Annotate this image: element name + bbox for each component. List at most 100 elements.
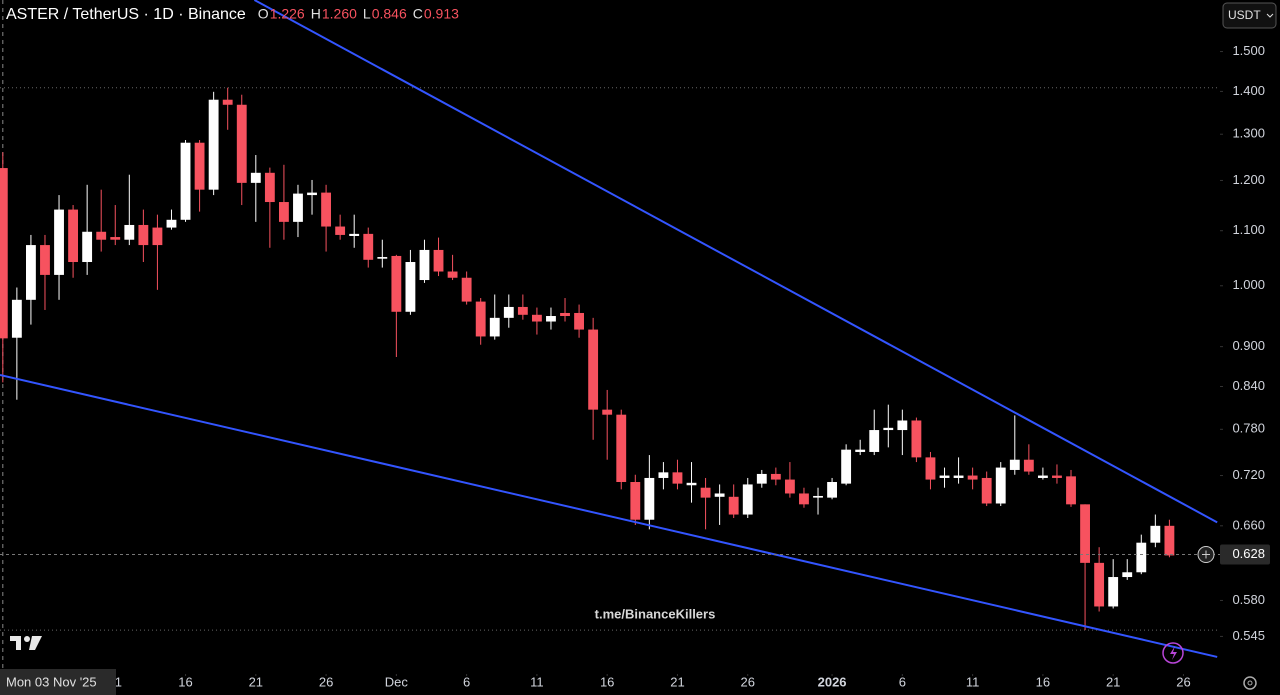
- candle-body: [461, 277, 472, 302]
- candle-body: [939, 475, 950, 478]
- candle-body: [574, 312, 584, 330]
- settings-icon[interactable]: [1243, 676, 1257, 690]
- candle-body: [1023, 459, 1034, 472]
- candle-body: [335, 226, 346, 235]
- y-tick-label: 0.900: [1232, 338, 1265, 353]
- candle-body: [714, 493, 725, 497]
- candle-body: [1164, 525, 1175, 556]
- candle-body: [700, 487, 711, 498]
- y-tick-label: 1.500: [1232, 43, 1265, 58]
- ohlc-value: 1.260: [322, 6, 357, 22]
- candle-body: [953, 475, 964, 478]
- candle-body: [546, 316, 556, 322]
- y-tick-label: 0.840: [1232, 378, 1265, 393]
- candle-body: [756, 473, 767, 484]
- x-tick-label: 16: [600, 674, 614, 689]
- candle-body: [1122, 572, 1133, 578]
- candle-body: [166, 219, 177, 228]
- currency-button[interactable]: USDT: [1222, 2, 1277, 29]
- tv-logo: [10, 636, 42, 650]
- ohlc-value: 1.226: [270, 6, 305, 22]
- candle-body: [1150, 525, 1161, 543]
- legend-header: ASTER / TetherUS · 1D · Binance O 1.226 H 1…: [6, 6, 459, 24]
- candle-body: [742, 484, 753, 515]
- x-tick-label: 11: [530, 674, 544, 689]
- icon-gear-center: [1247, 680, 1253, 686]
- candle-body: [1009, 459, 1020, 470]
- current-price-marker: 0.628: [1197, 544, 1270, 565]
- candle-body: [138, 224, 149, 246]
- candle-body: [321, 192, 332, 227]
- crosshair-date-box: [0, 669, 116, 695]
- candle-body: [110, 237, 121, 240]
- price-badge: [1220, 544, 1270, 565]
- candle-body: [602, 409, 613, 415]
- icon-gear[interactable]: [1243, 676, 1257, 690]
- plot-area: [0, 0, 1223, 676]
- candle-body: [616, 414, 627, 483]
- y-tick-label: 0.780: [1232, 421, 1265, 436]
- candle-body: [1136, 542, 1147, 573]
- icon-circle[interactable]: [1162, 642, 1184, 664]
- x-tick-label: 21: [670, 674, 684, 689]
- y-tick-label: 1.300: [1232, 126, 1265, 141]
- candle-body: [981, 477, 992, 504]
- ohlc-key: L: [363, 6, 371, 22]
- candle-body: [813, 495, 823, 498]
- candle-body: [278, 202, 289, 222]
- candle-body: [40, 245, 50, 275]
- x-tick-label: 6: [463, 674, 470, 689]
- candle-body: [152, 227, 163, 246]
- ohlc-key: C: [413, 6, 423, 22]
- currency-label[interactable]: USDT: [1228, 8, 1261, 22]
- alert-icon[interactable]: [1162, 642, 1184, 664]
- candle-body: [264, 172, 275, 203]
- candle-body: [503, 306, 514, 318]
- candle-body: [236, 104, 247, 183]
- candle-body: [897, 420, 908, 431]
- candle-body: [1066, 476, 1076, 505]
- candle-body: [967, 475, 978, 480]
- y-tick-label: 0.580: [1232, 592, 1265, 607]
- x-tick-label: 16: [178, 674, 192, 689]
- candle-body: [307, 192, 317, 196]
- button-frame[interactable]: [1222, 2, 1277, 29]
- candle-body: [883, 427, 894, 431]
- x-tick-label: 26: [1176, 674, 1190, 689]
- logo-part: [10, 636, 21, 650]
- dropdown-arrow: [1266, 13, 1274, 18]
- candle-body: [194, 142, 205, 190]
- trendline: [253, 0, 1218, 524]
- candle-body: [995, 467, 1006, 504]
- candle-body: [644, 477, 655, 520]
- y-tick-label: 1.200: [1232, 172, 1265, 187]
- candle-body: [728, 496, 739, 515]
- candle-body: [419, 249, 430, 281]
- candle-body: [686, 482, 697, 486]
- logo-part: [24, 636, 30, 642]
- crosshair-date-label: Mon 03 Nov '25: [6, 674, 97, 689]
- candle-body: [0, 168, 8, 339]
- candle-body: [1108, 577, 1119, 607]
- ohlc-value: 0.846: [372, 6, 407, 22]
- y-tick-label: 0.545: [1232, 628, 1265, 643]
- candle-body: [349, 233, 360, 236]
- x-tick-label: 26: [319, 674, 333, 689]
- candle-body: [827, 482, 837, 498]
- candle-body: [517, 306, 528, 315]
- candle-body: [447, 271, 458, 278]
- candle-body: [377, 257, 388, 259]
- candle-body: [124, 224, 135, 240]
- candle-body: [770, 473, 781, 480]
- candle-body: [293, 193, 303, 222]
- candle-body: [180, 142, 191, 220]
- y-tick-label: 0.720: [1232, 467, 1265, 482]
- candle-body: [405, 262, 416, 312]
- candle-body: [925, 457, 936, 480]
- candle-body: [26, 245, 36, 300]
- candle-body: [489, 317, 500, 337]
- x-tick-label: 2026: [818, 674, 847, 689]
- logo-part: [29, 636, 42, 650]
